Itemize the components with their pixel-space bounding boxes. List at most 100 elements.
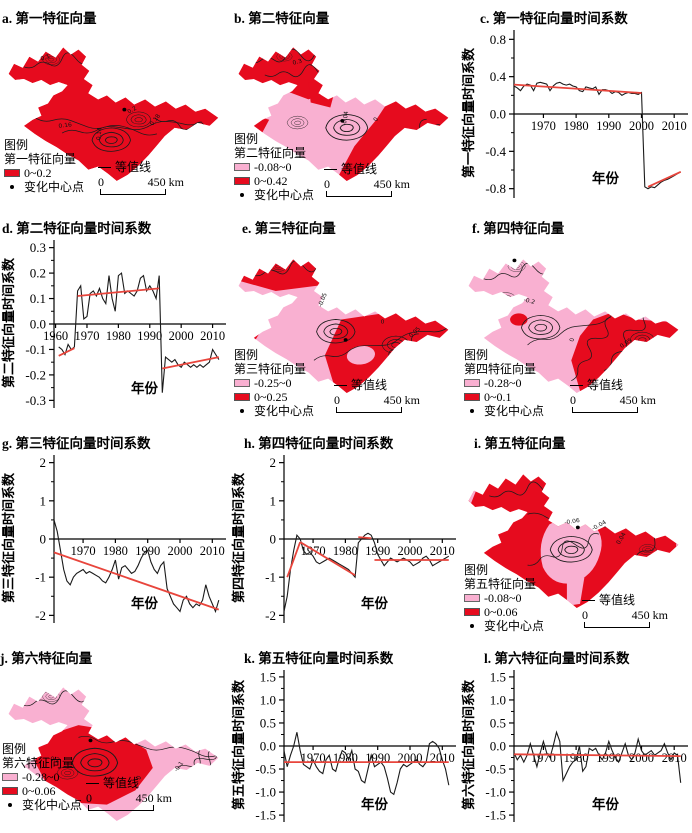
svg-text:0.3: 0.3 <box>30 240 46 255</box>
scale-distance: 450 km <box>135 791 172 805</box>
contour-label: 0.14 <box>96 127 103 140</box>
svg-text:0.0: 0.0 <box>30 317 46 332</box>
panel-b: b. 第二特征向量 <box>230 0 460 210</box>
eigenvector-map-4: -0.2 0 0.05 <box>468 258 679 393</box>
panel-title: c. 第一特征向量时间系数 <box>480 11 628 26</box>
isoline-label: 等值线 <box>103 776 140 790</box>
map-legend-isoline-scale: 等值线 0 450 km <box>570 378 656 413</box>
svg-text:1970: 1970 <box>531 119 556 133</box>
isoline-icon <box>582 599 595 601</box>
map-legend: 图例 第三特征向量 -0.25~0 0~0.25 变化中心点 <box>234 348 314 418</box>
legend-swatch-red <box>234 177 250 185</box>
contour-label: -0.1 <box>173 761 185 774</box>
panel-h: h. 第四特征向量时间系数 2 1 0 -1 -2 1970 1980 1990 2000 201… <box>230 425 460 640</box>
svg-text:第二特征向量时间系数: 第二特征向量时间系数 <box>1 257 16 388</box>
legend-point-label: 变化中心点 <box>254 404 315 418</box>
legend-swatch-red <box>234 393 250 401</box>
svg-text:1: 1 <box>40 493 47 508</box>
panel-title: g. 第三特征向量时间系数 <box>2 436 151 451</box>
panel-a: a. 第一特征向量 0.16 0.14 0.2 0.18 0.1 <box>0 0 230 210</box>
isoline-icon <box>98 166 111 168</box>
panel-d: d. 第二特征向量时间系数 0.3 0.2 0.1 0.0 -0.1 -0.2 -0.3 19… <box>0 210 230 425</box>
scale-bar: 0 450 km <box>570 393 656 413</box>
legend-layer-name: 第五特征向量 <box>464 577 537 591</box>
svg-text:0.4: 0.4 <box>490 69 507 84</box>
legend-swatch-red <box>4 169 20 177</box>
scale-zero: 0 <box>334 393 340 407</box>
panel-i: i. 第五特征向量 -0.06 0.04 <box>460 425 692 640</box>
scale-bar: 0 450 km <box>98 175 184 195</box>
legend-class-label: 0~0.2 <box>24 166 52 180</box>
point-marker-icon <box>240 193 244 197</box>
legend-swatch-pink <box>464 379 480 387</box>
panel-title: a. 第一特征向量 <box>2 11 97 26</box>
contour-label: 0 <box>569 337 576 342</box>
legend-swatch-red <box>464 608 480 616</box>
svg-text:1.5: 1.5 <box>260 669 276 684</box>
isoline-icon <box>570 384 583 386</box>
svg-text:1: 1 <box>270 493 277 508</box>
svg-text:1.0: 1.0 <box>260 692 276 707</box>
legend-swatch-red <box>464 393 480 401</box>
contour-label: -0.05 <box>318 292 329 308</box>
legend-header: 图例 <box>2 742 27 756</box>
legend-class-label: -0.08~0 <box>254 160 292 174</box>
svg-text:2000: 2000 <box>629 751 654 765</box>
panel-title: k. 第五特征向量时间系数 <box>244 651 394 666</box>
scale-zero: 0 <box>98 175 104 189</box>
change-center-point <box>512 258 517 263</box>
svg-text:2010: 2010 <box>430 544 455 558</box>
svg-text:2000: 2000 <box>629 119 654 133</box>
legend-swatch-red <box>2 787 18 795</box>
legend-class-label: -0.28~0 <box>22 770 60 784</box>
svg-text:第五特征向量时间系数: 第五特征向量时间系数 <box>231 679 246 810</box>
point-marker-icon <box>10 185 14 189</box>
eigenvector-map-5: -0.06 0.04 -0.04 <box>468 474 679 608</box>
svg-text:2: 2 <box>40 455 47 470</box>
legend-point-label: 变化中心点 <box>24 180 85 194</box>
legend-swatch-pink <box>2 773 18 781</box>
map-legend-isoline-scale: 等值线 0 450 km <box>98 160 184 195</box>
map-legend-isoline-scale: 等值线 0 450 km <box>582 593 668 628</box>
svg-text:-1.5: -1.5 <box>485 808 506 823</box>
scale-zero: 0 <box>582 608 588 622</box>
svg-text:2: 2 <box>270 455 277 470</box>
svg-text:年份: 年份 <box>361 796 389 812</box>
svg-text:年份: 年份 <box>131 380 158 396</box>
legend-point-label: 变化中心点 <box>484 619 545 633</box>
svg-text:2010: 2010 <box>200 329 225 343</box>
panel-g: g. 第三特征向量时间系数 2 1 0 -1 -2 1970 1980 1990 2000 201… <box>0 425 230 640</box>
svg-text:1960: 1960 <box>43 329 68 343</box>
scale-zero: 0 <box>324 177 330 191</box>
svg-text:1.0: 1.0 <box>490 692 506 707</box>
svg-text:2000: 2000 <box>398 544 423 558</box>
legend-layer-name: 第一特征向量 <box>4 152 77 166</box>
svg-text:0.5: 0.5 <box>490 715 506 730</box>
legend-class-label: 0~0.06 <box>22 784 56 798</box>
svg-text:第三特征向量时间系数: 第三特征向量时间系数 <box>1 472 16 603</box>
map-legend: 图例 第六特征向量 -0.28~0 0~0.06 变化中心点 <box>2 742 82 812</box>
svg-text:-1.5: -1.5 <box>255 808 276 823</box>
legend-header: 图例 <box>234 132 259 146</box>
panel-title: j. 第六特征向量 <box>0 651 93 666</box>
panel-title: h. 第四特征向量时间系数 <box>244 436 394 451</box>
legend-layer-name: 第二特征向量 <box>234 146 307 160</box>
svg-text:-0.2: -0.2 <box>25 367 46 382</box>
panel-title: i. 第五特征向量 <box>474 436 566 451</box>
map-legend-isoline-scale: 等值线 0 450 km <box>334 378 420 413</box>
svg-text:0: 0 <box>270 532 277 547</box>
svg-text:0.2: 0.2 <box>30 266 46 281</box>
contour-label: -0.06 <box>564 518 581 526</box>
svg-text:0.0: 0.0 <box>260 739 276 754</box>
svg-text:-1.0: -1.0 <box>255 785 276 800</box>
scale-zero: 0 <box>86 791 92 805</box>
svg-text:1.5: 1.5 <box>490 669 506 684</box>
isoline-icon <box>86 782 99 784</box>
scale-bar: 0 450 km <box>324 177 410 197</box>
scale-distance: 450 km <box>619 393 656 407</box>
scale-distance: 450 km <box>147 175 184 189</box>
isoline-label: 等值线 <box>351 378 388 392</box>
change-center-point <box>343 338 348 342</box>
isoline-label: 等值线 <box>341 162 378 176</box>
